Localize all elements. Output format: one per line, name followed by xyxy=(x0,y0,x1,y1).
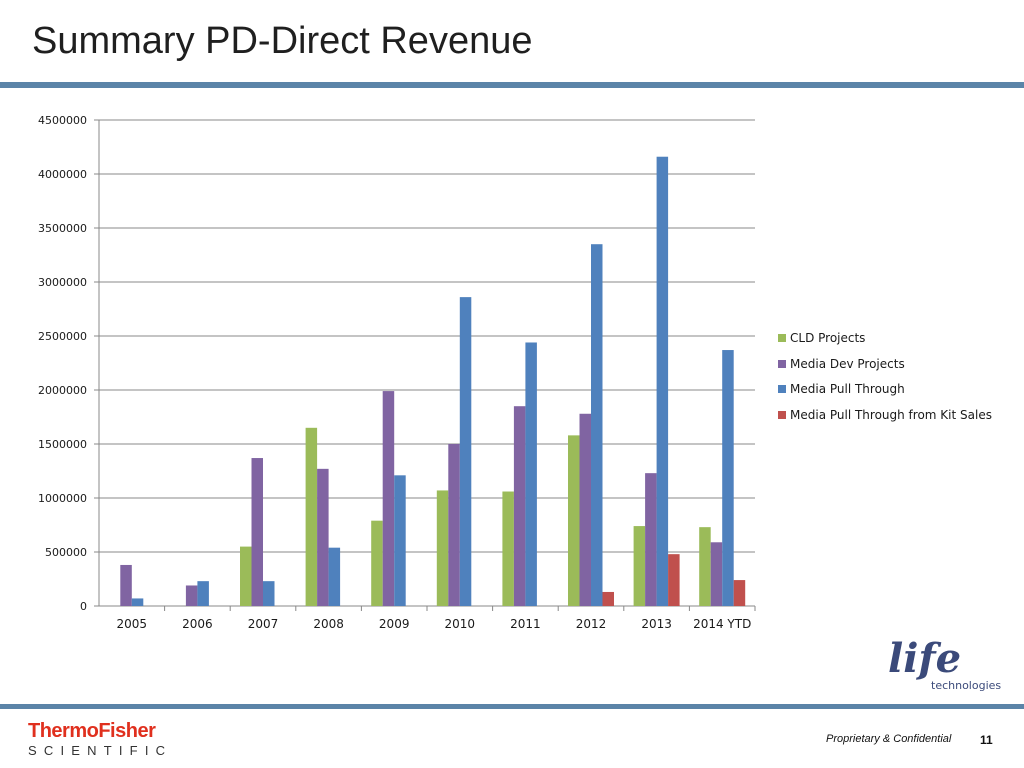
x-tick-label: 2010 xyxy=(445,617,476,631)
y-tick-label: 1000000 xyxy=(38,492,87,505)
bar-cld-projects xyxy=(699,527,711,606)
y-tick-label: 4000000 xyxy=(38,168,87,181)
x-tick-label: 2012 xyxy=(576,617,607,631)
bar-media-pull-through xyxy=(591,244,603,606)
bar-media-pull-through xyxy=(263,581,275,606)
y-tick-label: 500000 xyxy=(45,546,87,559)
legend-item: Media Pull Through from Kit Sales xyxy=(778,402,992,428)
x-tick-label: 2014 YTD xyxy=(693,617,751,631)
bar-media-dev-projects xyxy=(251,458,263,606)
bar-media-pull-through-from-kit-sales xyxy=(668,554,680,606)
bottom-rule xyxy=(0,704,1024,709)
bar-media-dev-projects xyxy=(710,542,723,606)
bar-cld-projects xyxy=(633,526,646,606)
bar-media-dev-projects xyxy=(645,473,657,606)
thermo-fisher-name: ThermoFisher xyxy=(28,720,156,742)
bar-media-pull-through xyxy=(328,547,341,606)
bar-media-dev-projects xyxy=(448,444,460,606)
legend-swatch xyxy=(778,410,786,419)
y-tick-label: 1500000 xyxy=(38,438,87,451)
y-tick-label: 3000000 xyxy=(38,276,87,289)
page-number: 11 xyxy=(980,733,993,747)
bar-media-pull-through xyxy=(394,475,406,606)
life-logo-sub: technologies xyxy=(931,679,1001,692)
bar-media-dev-projects xyxy=(185,585,198,606)
legend-item: CLD Projects xyxy=(778,325,992,351)
bar-media-dev-projects xyxy=(579,413,591,606)
y-tick-label: 3500000 xyxy=(38,222,87,235)
bar-media-pull-through-from-kit-sales xyxy=(602,591,614,606)
x-tick-label: 2007 xyxy=(248,617,279,631)
bar-cld-projects xyxy=(568,435,580,606)
x-tick-label: 2011 xyxy=(510,617,541,631)
title-rule xyxy=(0,82,1024,88)
bar-cld-projects xyxy=(371,520,383,606)
y-tick-label: 0 xyxy=(80,600,87,613)
x-tick-label: 2009 xyxy=(379,617,410,631)
legend-label: Media Pull Through from Kit Sales xyxy=(790,407,992,422)
legend-swatch xyxy=(778,359,786,368)
x-tick-label: 2006 xyxy=(182,617,213,631)
x-tick-label: 2013 xyxy=(641,617,672,631)
bar-cld-projects xyxy=(436,490,449,606)
bar-media-dev-projects xyxy=(120,564,132,606)
x-tick-label: 2008 xyxy=(313,617,344,631)
bar-media-pull-through xyxy=(459,297,472,606)
bar-media-pull-through xyxy=(722,350,734,606)
bar-media-pull-through xyxy=(525,342,537,606)
legend-label: Media Pull Through xyxy=(790,382,905,397)
legend-label: CLD Projects xyxy=(790,330,866,345)
bar-cld-projects xyxy=(502,491,514,606)
bar-media-pull-through xyxy=(656,156,669,606)
bar-cld-projects xyxy=(240,546,252,606)
chart-legend: CLD Projects Media Dev Projects Media Pull… xyxy=(778,325,992,428)
thermo-fisher-sub: SCIENTIFIC xyxy=(28,743,173,758)
bar-media-pull-through xyxy=(131,598,144,606)
legend-item: Media Dev Projects xyxy=(778,351,992,377)
legend-item: Media Pull Through xyxy=(778,376,992,402)
revenue-bar-chart: 0 500000 1000000 1500000 2000000 2500000 30000… xyxy=(38,114,756,631)
life-technologies-logo: life technologies xyxy=(888,635,1001,692)
confidential-note: Proprietary & Confidential xyxy=(826,733,952,745)
y-tick-label: 2000000 xyxy=(38,384,87,397)
legend-swatch xyxy=(778,385,786,394)
bar-media-pull-through xyxy=(197,581,209,606)
legend-swatch xyxy=(778,333,786,342)
bar-media-dev-projects xyxy=(513,406,526,606)
thermo-fisher-logo: ThermoFisher SCIENTIFIC xyxy=(28,720,172,759)
y-tick-label: 4500000 xyxy=(38,114,87,127)
legend-label: Media Dev Projects xyxy=(790,356,905,371)
x-tick-label: 2005 xyxy=(117,617,148,631)
page-title: Summary PD-Direct Revenue xyxy=(32,20,533,62)
bar-media-dev-projects xyxy=(382,391,395,606)
life-logo-word: life xyxy=(888,635,961,682)
bar-media-pull-through-from-kit-sales xyxy=(733,580,746,606)
bar-cld-projects xyxy=(305,427,318,606)
y-tick-label: 2500000 xyxy=(38,330,87,343)
bar-media-dev-projects xyxy=(317,468,329,606)
